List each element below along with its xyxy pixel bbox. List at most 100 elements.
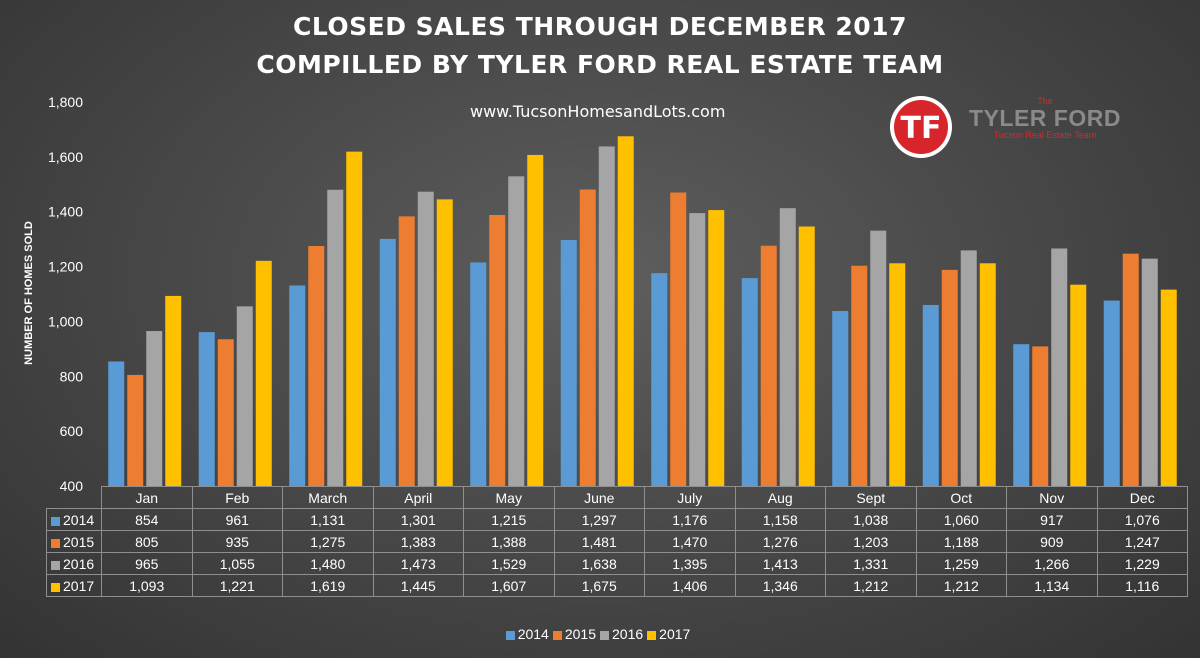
data-cell: 1,607 <box>463 574 555 597</box>
bar-2015-nov <box>1032 346 1049 486</box>
data-table: Jan Feb March April May June July Aug Sept Oct Nov… <box>46 486 1188 597</box>
chart-title-line-1: CLOSED SALES THROUGH DECEMBER 2017 <box>293 12 907 41</box>
legend-item: 2014 <box>505 626 549 642</box>
data-cell: 1,346 <box>734 574 826 597</box>
legend-label: 2014 <box>517 626 549 642</box>
bar-2016-sept <box>870 230 887 486</box>
bar-2017-dec <box>1160 289 1177 486</box>
series-name: 2017 <box>46 574 102 597</box>
legend-item: 2017 <box>647 626 690 642</box>
bar-2014-may <box>470 262 487 486</box>
data-cell: 1,413 <box>734 552 826 575</box>
legend-swatch-icon <box>647 631 657 640</box>
table-row: 2015 805 935 1,275 1,383 1,388 1,481 1,470 1,276… <box>46 530 1188 553</box>
data-cell: 1,480 <box>282 552 374 575</box>
series-name: 2015 <box>46 530 102 553</box>
category-label: July <box>644 486 736 509</box>
bar-2016-may <box>508 176 525 486</box>
y-tick-label: 600 <box>60 423 84 439</box>
bar-2017-jan <box>165 295 182 486</box>
chart-legend: 2014 2015 2016 2017 <box>0 626 1200 642</box>
data-cell: 1,188 <box>915 530 1007 553</box>
bar-2015-june <box>579 189 596 487</box>
data-cell: 1,266 <box>1006 552 1098 575</box>
bar-2016-aug <box>779 208 796 487</box>
bar-2015-jan <box>127 374 144 486</box>
data-cell: 1,297 <box>553 508 645 531</box>
data-cell: 1,675 <box>553 574 645 597</box>
website-url: www.TucsonHomesandLots.com <box>470 102 726 121</box>
bar-2016-oct <box>960 250 977 486</box>
chart-title-line-2: COMPILLED BY TYLER FORD REAL ESTATE TEAM <box>256 50 944 79</box>
data-cell: 1,638 <box>553 552 645 575</box>
bar-2017-may <box>527 154 544 487</box>
table-corner <box>46 486 102 509</box>
logo-monogram: TF <box>901 111 942 146</box>
data-cell: 1,212 <box>915 574 1007 597</box>
y-tick-label: 1,000 <box>48 313 83 329</box>
bar-2017-oct <box>979 263 996 486</box>
data-cell: 1,158 <box>734 508 826 531</box>
data-cell: 1,388 <box>463 530 555 553</box>
data-cell: 1,470 <box>644 530 736 553</box>
bar-2014-nov <box>1013 344 1030 486</box>
category-label: Dec <box>1096 486 1188 509</box>
category-label: May <box>463 486 555 509</box>
data-cell: 1,134 <box>1006 574 1098 597</box>
bar-2015-feb <box>217 339 234 486</box>
category-label: Feb <box>191 486 283 509</box>
data-cell: 1,473 <box>372 552 464 575</box>
bar-2015-april <box>398 216 415 486</box>
legend-swatch-icon <box>552 631 562 640</box>
bar-2015-dec <box>1122 253 1139 486</box>
data-cell: 1,383 <box>372 530 464 553</box>
legend-item: 2015 <box>552 626 596 642</box>
data-cell: 1,229 <box>1096 552 1188 575</box>
bar-2016-jan <box>146 331 163 486</box>
data-cell: 1,406 <box>644 574 736 597</box>
series-swatch-icon <box>51 582 60 592</box>
category-label: June <box>553 486 645 509</box>
bar-2014-jan <box>108 361 125 486</box>
y-tick-label: 800 <box>60 368 84 384</box>
legend-swatch-icon <box>505 631 515 640</box>
bar-2017-sept <box>889 263 906 486</box>
data-cell: 935 <box>191 530 283 553</box>
bar-2016-april <box>417 191 434 487</box>
bar-2016-march <box>327 189 344 486</box>
bar-2014-sept <box>832 311 849 486</box>
data-cell: 1,259 <box>915 552 1007 575</box>
bar-2014-aug <box>741 278 758 486</box>
bar-2015-july <box>670 192 687 486</box>
bar-2015-oct <box>941 269 958 486</box>
bar-2014-july <box>651 273 668 486</box>
logo-the: The <box>1037 96 1053 106</box>
data-cell: 854 <box>101 508 193 531</box>
data-cell: 1,093 <box>101 574 193 597</box>
bar-2015-aug <box>760 245 777 486</box>
bar-2017-march <box>346 151 363 486</box>
bar-2015-march <box>308 246 325 486</box>
data-cell: 1,055 <box>191 552 283 575</box>
data-cell: 1,060 <box>915 508 1007 531</box>
table-row: 2017 1,093 1,221 1,619 1,445 1,607 1,675 1,406 1… <box>46 574 1188 597</box>
data-cell: 965 <box>101 552 193 575</box>
data-cell: 1,301 <box>372 508 464 531</box>
bar-2017-feb <box>255 260 272 486</box>
series-name: 2014 <box>46 508 102 531</box>
series-swatch-icon <box>51 560 60 570</box>
bar-2017-june <box>617 136 634 487</box>
data-cell: 1,276 <box>734 530 826 553</box>
data-cell: 1,481 <box>553 530 645 553</box>
category-label: Jan <box>101 486 193 509</box>
bar-2016-july <box>689 213 706 487</box>
data-cell: 1,221 <box>191 574 283 597</box>
y-tick-label: 1,800 <box>48 94 83 110</box>
data-cell: 1,619 <box>282 574 374 597</box>
legend-label: 2015 <box>564 626 596 642</box>
bar-2015-sept <box>851 265 868 486</box>
data-cell: 961 <box>191 508 283 531</box>
category-label: Sept <box>825 486 917 509</box>
data-cell: 1,212 <box>825 574 917 597</box>
category-label: Nov <box>1006 486 1098 509</box>
